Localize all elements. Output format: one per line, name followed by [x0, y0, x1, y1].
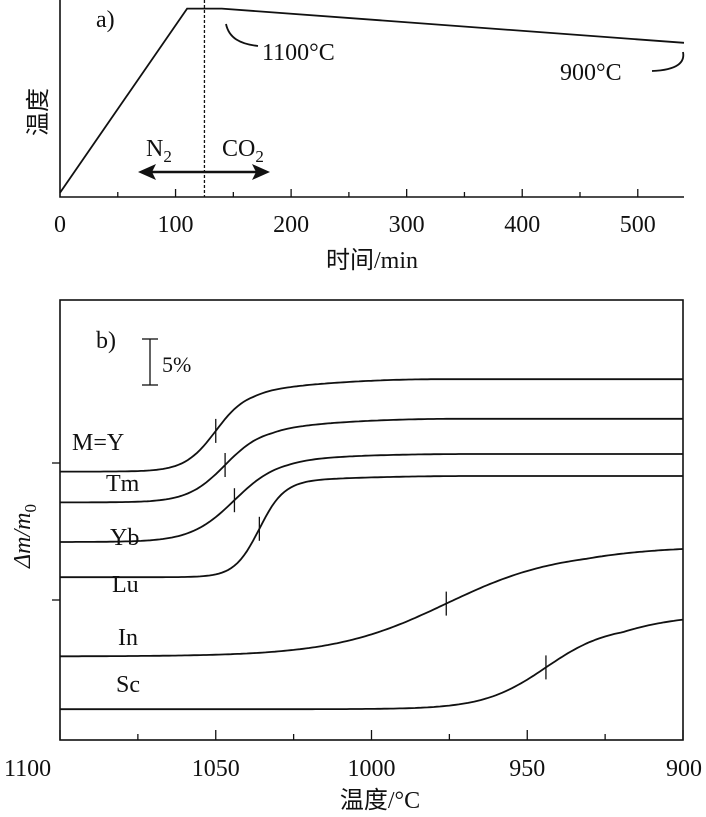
annotation-900-leader: [651, 51, 685, 72]
panel-b-x-tick-label: 900: [666, 756, 702, 782]
panel-b-y-axis-label-text: Δm/m: [10, 513, 36, 569]
panel-b-series-labels: M=Y Tm Yb Lu In Sc: [72, 430, 140, 698]
scale-bar-label: 5%: [162, 352, 191, 377]
panel-b-y-axis-label: Δm/m0: [10, 504, 40, 569]
annotation-1100-leader: [225, 23, 259, 47]
series-line-m-y: [60, 378, 683, 473]
panel-a-x-tick-label: 200: [273, 212, 309, 238]
panel-b: 1100 1050 1000 950 900 M=Y Tm Yb Lu In Sc b) 5% Δ…: [4, 299, 702, 814]
gas-n2-subscript: 2: [163, 147, 172, 166]
gas-n2-label: N2: [146, 136, 172, 166]
gas-co2-text: CO: [222, 136, 255, 162]
panel-a: 0 100 200 300 400 500 a) 1100°C 900°C N2 CO2 …: [25, 0, 685, 274]
panel-b-x-axis-label: 温度/°C: [340, 787, 420, 814]
series-line-sc: [60, 618, 684, 711]
series-label: Yb: [110, 525, 139, 551]
annotation-1100: 1100°C: [262, 40, 335, 66]
gas-co2-label: CO2: [222, 136, 264, 166]
series-line-tm: [60, 417, 683, 504]
panel-b-x-tick-label: 1100: [4, 756, 51, 782]
temperature-profile-line: [59, 7, 685, 194]
series-line-yb: [60, 453, 683, 543]
annotation-900: 900°C: [560, 60, 622, 86]
series-label: Sc: [116, 672, 140, 698]
panel-a-x-tick-label: 0: [54, 212, 66, 238]
panel-a-x-tick-label: 100: [158, 212, 194, 238]
series-label: Lu: [112, 572, 139, 598]
gas-n2-text: N: [146, 136, 163, 162]
panel-a-x-axis-label: 时间/min: [326, 247, 418, 274]
panel-a-label: a): [96, 7, 115, 33]
panel-b-x-tick-label: 1050: [192, 756, 240, 782]
panel-b-midpoint-marks: [215, 418, 547, 680]
panel-a-x-tick-labels: 0 100 200 300 400 500: [54, 212, 656, 238]
panel-b-y-ticks: [52, 462, 60, 601]
series-label: M=Y: [72, 430, 124, 456]
panel-a-x-tick-label: 400: [504, 212, 540, 238]
panel-a-x-tick-label: 300: [389, 212, 425, 238]
panel-b-x-ticks: [59, 730, 684, 740]
panel-a-x-tick-label: 500: [620, 212, 656, 238]
panel-b-y-axis-label-subscript: 0: [21, 504, 40, 513]
series-label: Tm: [106, 471, 140, 497]
panel-a-y-axis-label: 温度: [25, 88, 52, 136]
series-label: In: [118, 625, 138, 651]
panel-b-frame: [59, 299, 684, 741]
panel-b-x-tick-label: 1000: [348, 756, 396, 782]
gas-co2-subscript: 2: [255, 147, 264, 166]
panel-b-x-tick-label: 950: [509, 756, 545, 782]
panel-b-x-tick-labels: 1100 1050 1000 950 900: [4, 756, 702, 782]
scale-bar: [142, 338, 158, 386]
panel-a-axes: [59, 0, 684, 198]
series-line-lu: [60, 475, 683, 579]
panel-b-curves: [60, 378, 684, 711]
gas-arrow: [138, 164, 270, 180]
panel-b-label: b): [96, 328, 116, 354]
panel-a-x-ticks: [117, 189, 639, 197]
series-line-in: [60, 548, 684, 658]
